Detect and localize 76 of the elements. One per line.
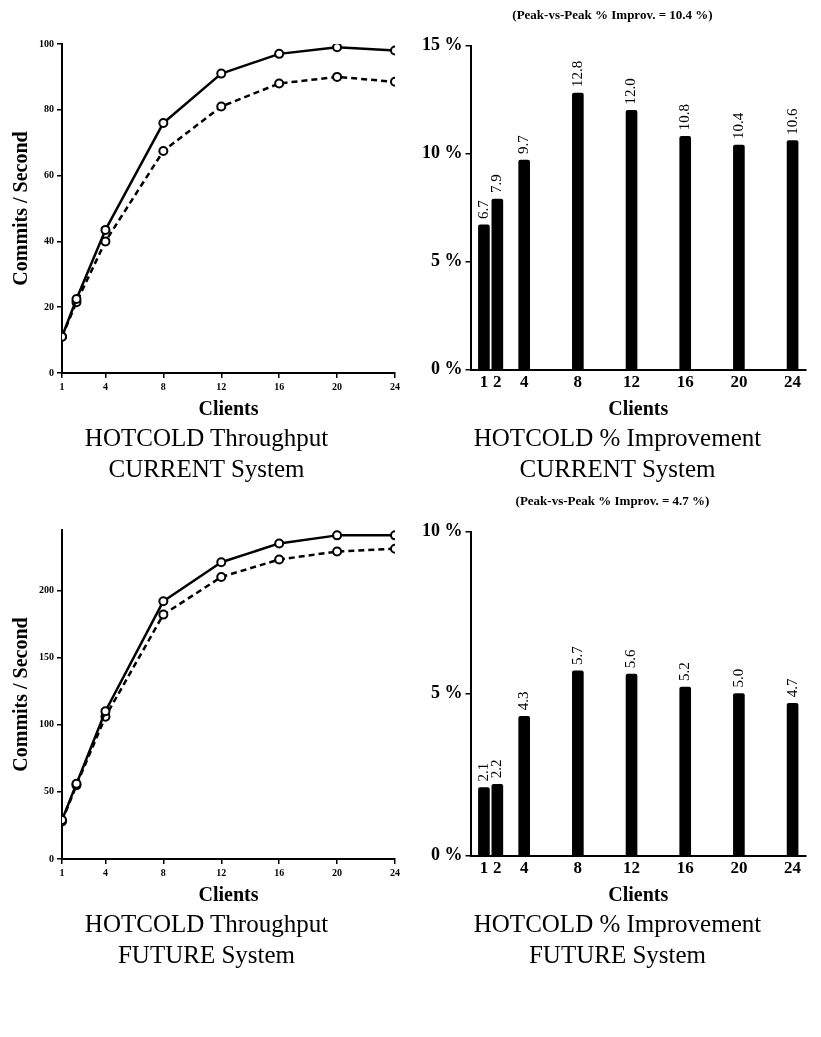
data-label: 6.7 [474, 199, 491, 219]
x-tick-label: 4 [102, 866, 108, 878]
x-tick-label: 12 [216, 380, 227, 392]
text: HOTCOLD Throughput FUTURE System [83, 909, 330, 970]
chart-subtitle: (Peak-vs-Peak % Improv. = 10.4 %) [512, 7, 713, 23]
y-tick-label: 15 % [422, 34, 463, 55]
x-tick-label: 12 [623, 858, 641, 878]
y-tick-label: 20 [44, 300, 54, 312]
x-tick-label: 24 [390, 380, 400, 392]
data-label: 5.2 [676, 662, 693, 682]
data-label: 10.4 [729, 112, 746, 139]
data-label: 9.7 [515, 134, 532, 155]
x-tick-label: 8 [160, 866, 166, 878]
y-tick-label: 0 % [431, 358, 463, 379]
x-axis-title: Clients [198, 883, 259, 906]
y-tick-label: 80 [44, 103, 54, 115]
x-tick-label: 16 [274, 380, 285, 392]
data-label: 12.0 [622, 78, 639, 105]
text: HOTCOLD % Improvement CURRENT System [472, 423, 763, 484]
x-tick-label: 24 [784, 858, 802, 878]
x-tick-label: 4 [519, 858, 529, 878]
data-label: 2.2 [488, 759, 505, 779]
x-tick-label: 4 [102, 380, 108, 392]
data-label: 4.3 [515, 691, 532, 711]
y-tick-label: 40 [44, 234, 54, 246]
y-tick-label: 100 [39, 37, 54, 49]
y-tick-label: 0 [49, 366, 54, 378]
data-label: 2.1 [474, 762, 491, 782]
x-tick-label: 20 [332, 866, 343, 878]
x-tick-label: 24 [784, 372, 802, 392]
x-tick-label: 8 [160, 380, 166, 392]
data-label: 5.0 [729, 668, 746, 688]
y-tick-label: 5 % [431, 682, 463, 703]
y-tick-label: 150 [39, 651, 54, 663]
x-tick-label: 1 [479, 858, 489, 878]
y-tick-label: 50 [44, 785, 54, 797]
x-tick-label: 1 [59, 380, 65, 392]
x-tick-label: 1 [479, 372, 489, 392]
data-label: 7.9 [488, 174, 505, 193]
x-tick-label: 2 [493, 372, 502, 392]
y-tick-label: 10 % [422, 142, 463, 163]
text: HOTCOLD % Improvement FUTURE System [472, 909, 763, 970]
data-label: 5.7 [568, 645, 585, 665]
x-tick-label: 16 [676, 372, 694, 392]
data-label: 10.6 [783, 107, 800, 135]
x-tick-label: 16 [274, 866, 285, 878]
chart-subtitle: (Peak-vs-Peak % Improv. = 4.7 %) [515, 493, 710, 509]
y-tick-label: 0 % [431, 844, 463, 865]
x-tick-label: 24 [390, 866, 400, 878]
x-tick-label: 4 [519, 372, 529, 392]
x-tick-label: 8 [573, 372, 583, 392]
x-axis-title: Clients [198, 397, 259, 420]
y-tick-label: 0 [49, 852, 54, 864]
y-tick-label: 100 [39, 718, 54, 730]
x-tick-label: 20 [332, 380, 343, 392]
x-tick-label: 2 [493, 858, 502, 878]
x-tick-label: 12 [216, 866, 227, 878]
y-axis-title: Commits / Second [9, 617, 32, 772]
y-tick-label: 5 % [431, 250, 463, 271]
x-tick-label: 20 [730, 858, 748, 878]
data-label: 12.8 [568, 60, 585, 88]
x-axis-title: Clients [608, 883, 669, 906]
data-label: 10.8 [676, 104, 693, 131]
x-tick-label: 12 [623, 372, 641, 392]
data-label: 5.6 [622, 648, 639, 669]
x-axis-title: Clients [608, 397, 669, 420]
y-tick-label: 10 % [422, 520, 463, 541]
x-tick-label: 1 [59, 866, 65, 878]
y-tick-label: 200 [39, 584, 54, 596]
y-tick-label: 60 [44, 169, 54, 181]
x-tick-label: 8 [573, 858, 583, 878]
x-tick-label: 16 [676, 858, 694, 878]
x-tick-label: 20 [730, 372, 748, 392]
text: HOTCOLD Throughput CURRENT System [83, 423, 330, 484]
data-label: 4.7 [783, 678, 800, 698]
y-axis-title: Commits / Second [9, 131, 32, 286]
